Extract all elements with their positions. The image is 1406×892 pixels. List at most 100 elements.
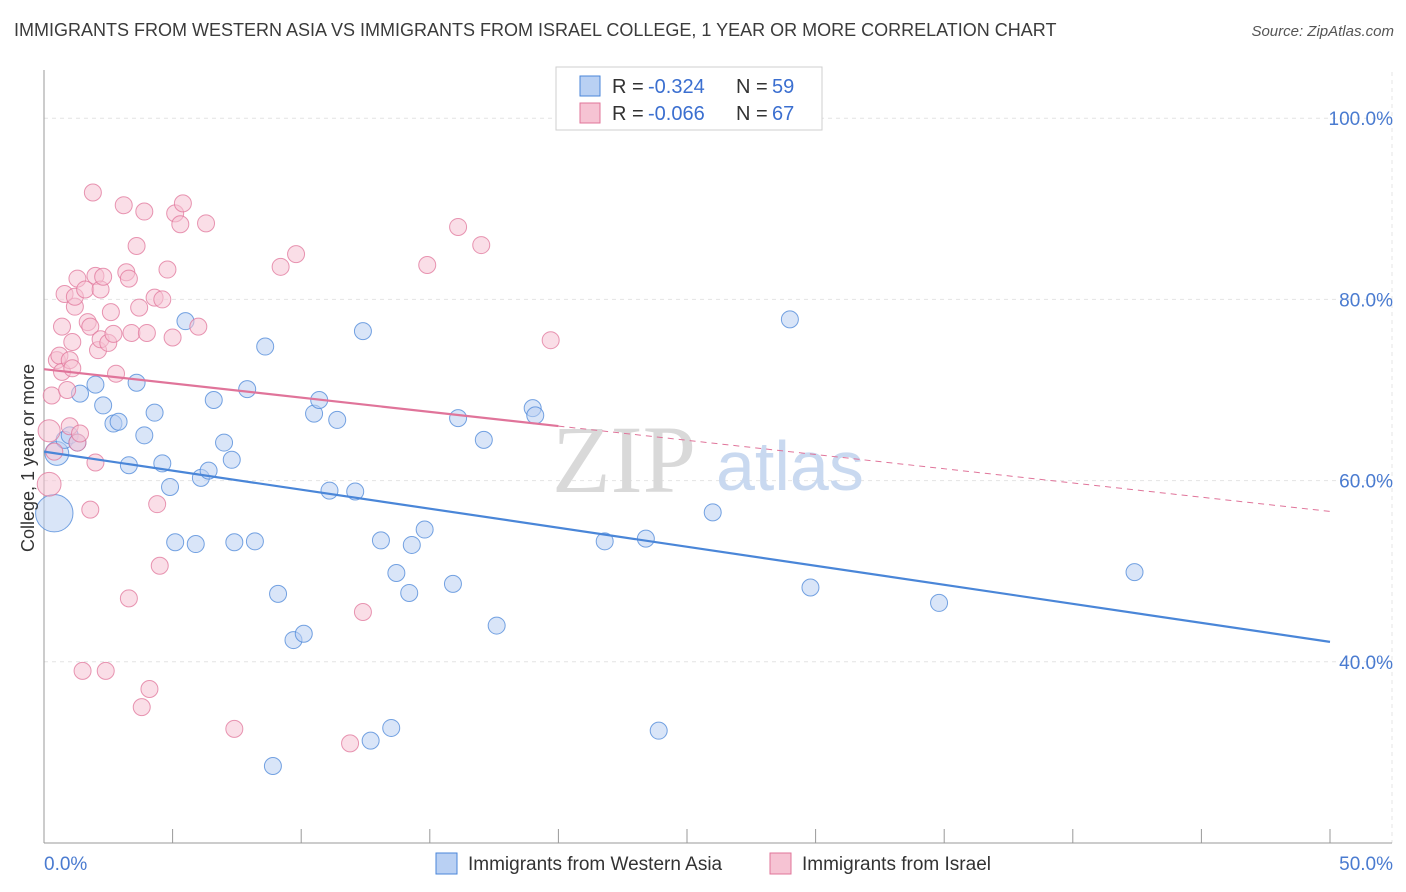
point-israel <box>71 424 90 443</box>
point-israel <box>137 323 156 342</box>
legend-r-label: R = <box>612 103 644 125</box>
point-israel <box>127 236 146 255</box>
point-western-asia <box>930 593 949 612</box>
bottom-legend-swatch-western-asia <box>435 852 458 875</box>
point-israel <box>541 331 560 350</box>
y-axis-label: College, 1 year or more <box>18 364 38 552</box>
point-western-asia <box>269 584 288 603</box>
point-western-asia <box>238 380 257 399</box>
point-western-asia <box>780 310 799 329</box>
bottom-legend-label-israel: Immigrants from Israel <box>802 854 991 875</box>
trend-line-israel-dashed <box>558 425 1331 512</box>
bottom-legend-label-western-asia: Immigrants from Western Asia <box>468 854 723 875</box>
point-western-asia <box>402 535 421 554</box>
point-western-asia <box>1125 563 1144 582</box>
point-western-asia <box>225 533 244 552</box>
watermark-atlas: atlas <box>716 427 864 505</box>
point-western-asia <box>443 574 462 593</box>
watermark-zip: ZIP <box>552 406 696 513</box>
legend-n-label: N = <box>736 76 768 98</box>
y-tick-label: 40.0% <box>1339 653 1393 674</box>
point-israel <box>53 317 72 336</box>
point-israel <box>96 661 115 680</box>
point-western-asia <box>487 616 506 635</box>
point-israel <box>101 303 120 322</box>
legend-r-value-western-asia: -0.324 <box>648 76 705 98</box>
bottom-legend-swatch-israel <box>769 852 792 875</box>
point-western-asia <box>371 531 390 550</box>
point-western-asia <box>636 529 655 548</box>
point-israel <box>472 236 491 255</box>
point-western-asia <box>320 481 339 500</box>
point-israel <box>63 333 82 352</box>
point-israel <box>158 260 177 279</box>
point-western-asia <box>256 337 275 356</box>
gridlines <box>44 72 1393 843</box>
point-western-asia <box>526 406 545 425</box>
point-israel <box>163 328 182 347</box>
point-israel <box>197 214 216 233</box>
y-tick-label: 80.0% <box>1339 290 1393 311</box>
point-israel <box>83 183 102 202</box>
legend-n-value-israel: 67 <box>772 103 794 125</box>
watermark: ZIP atlas <box>552 406 864 513</box>
trend-lines <box>43 368 1331 643</box>
point-western-asia <box>135 426 154 445</box>
trend-line-western-asia <box>43 450 1331 643</box>
tick-labels: 40.0% 60.0% 80.0% 100.0% 0.0% 50.0% <box>44 109 1393 875</box>
point-western-asia <box>595 532 614 551</box>
point-western-asia <box>382 718 401 737</box>
point-western-asia <box>400 583 419 602</box>
point-western-asia <box>127 373 146 392</box>
point-israel <box>119 589 138 608</box>
point-western-asia <box>328 410 347 429</box>
point-western-asia <box>361 731 380 750</box>
point-western-asia <box>145 403 164 422</box>
point-western-asia <box>186 535 205 554</box>
y-tick-label: 60.0% <box>1339 472 1393 493</box>
point-israel <box>271 257 290 276</box>
point-israel <box>132 698 151 717</box>
point-israel <box>73 661 92 680</box>
point-israel <box>140 679 159 698</box>
point-western-asia <box>294 624 313 643</box>
point-israel <box>122 323 141 342</box>
point-western-asia <box>109 412 128 431</box>
point-israel <box>341 734 360 753</box>
point-western-asia <box>649 721 668 740</box>
point-israel <box>173 194 192 213</box>
point-western-asia <box>353 322 372 341</box>
point-israel <box>37 419 61 443</box>
point-israel <box>42 386 61 405</box>
point-israel <box>171 215 190 234</box>
point-israel <box>148 495 167 514</box>
point-israel <box>86 453 105 472</box>
point-western-asia <box>245 532 264 551</box>
axes <box>43 70 1392 844</box>
point-israel <box>58 381 77 400</box>
legend-r-value-israel: -0.066 <box>648 103 705 125</box>
point-israel <box>107 364 126 383</box>
point-israel <box>418 256 437 275</box>
point-israel <box>63 359 82 378</box>
point-western-asia <box>35 494 74 533</box>
point-western-asia <box>166 533 185 552</box>
point-western-asia <box>222 450 241 469</box>
point-israel <box>353 602 372 621</box>
point-israel <box>449 217 468 236</box>
legend: R = -0.324 N = 59 R = -0.066 N = 67 <box>555 66 823 131</box>
x-tick-label: 0.0% <box>44 854 87 875</box>
point-western-asia <box>474 430 493 449</box>
legend-n-label: N = <box>736 103 768 125</box>
point-western-asia <box>449 409 468 428</box>
point-western-asia <box>801 578 820 597</box>
point-western-asia <box>263 756 282 775</box>
point-israel <box>119 269 138 288</box>
legend-swatch-israel <box>579 102 601 124</box>
legend-r-label: R = <box>612 76 644 98</box>
point-israel <box>81 317 100 336</box>
point-israel <box>114 196 133 215</box>
point-israel <box>225 719 244 738</box>
point-western-asia <box>346 482 365 501</box>
